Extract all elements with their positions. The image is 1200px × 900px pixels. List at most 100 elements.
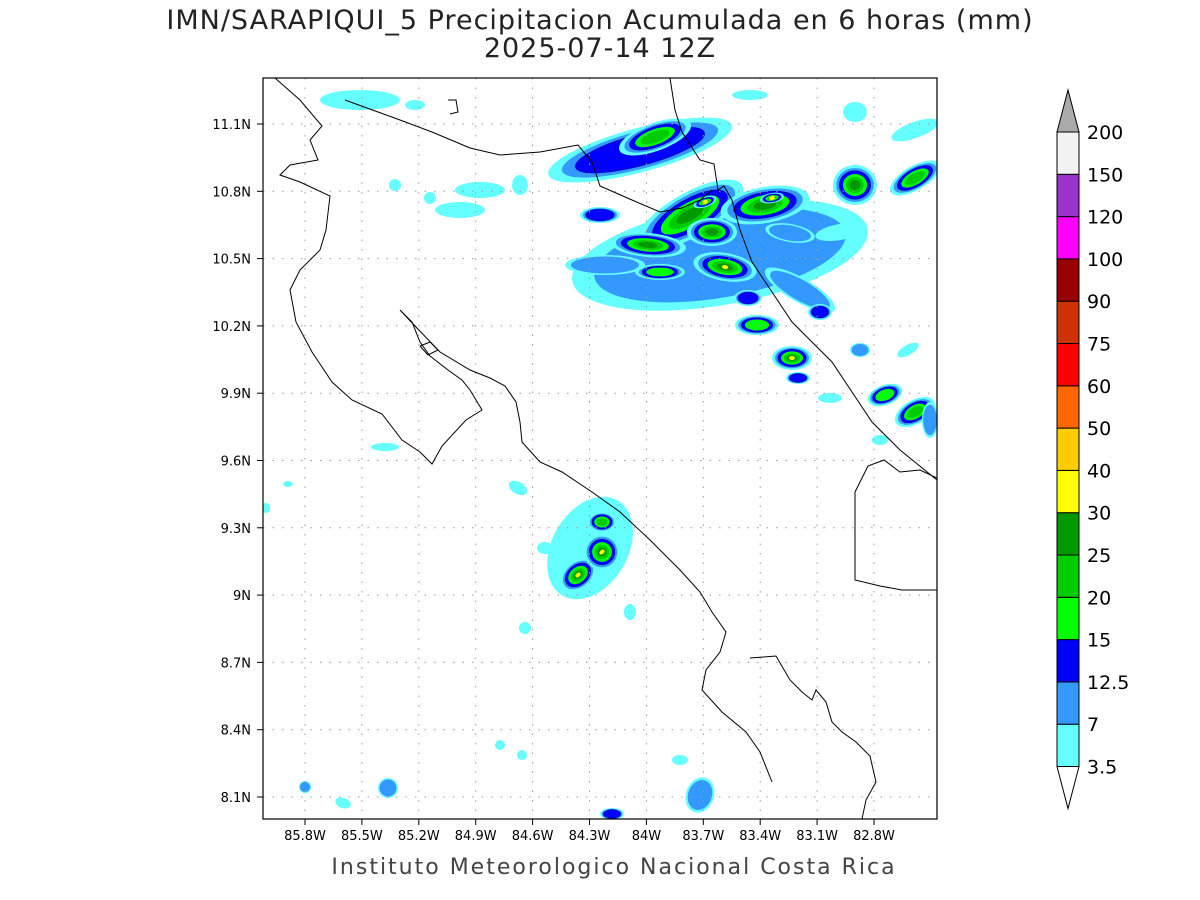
precip-cell: [867, 383, 903, 407]
precip-contour: [512, 175, 528, 195]
precip-contour: [405, 100, 425, 110]
lon-tick-label: 85.5W: [341, 829, 383, 844]
precip-contour: [599, 549, 605, 555]
precip-contour: [907, 405, 923, 419]
lon-tick-label: 84W: [632, 829, 662, 844]
map-subtitle-time: 2025-07-14 12Z: [483, 33, 717, 64]
footer-credit: Instituto Meteorologico Nacional Costa R…: [331, 855, 897, 880]
precip-contour: [769, 195, 775, 201]
precip-cell: [512, 175, 528, 195]
precip-contour: [640, 129, 670, 145]
precip-contour: [575, 572, 581, 578]
colorbar-label: 120: [1087, 207, 1123, 229]
precip-cell: [618, 118, 692, 156]
precip-cell: [560, 558, 596, 592]
precip-contour: [891, 118, 937, 142]
precip-cell: [335, 797, 351, 809]
precip-cell: [732, 90, 768, 100]
map-title: IMN/SARAPIQUI_5 Precipitacion Acumulada …: [166, 5, 1034, 36]
coastlines: [274, 78, 937, 819]
precip-contour: [519, 622, 531, 634]
colorbar-swatch: [1056, 723, 1080, 768]
colorbar-label: 20: [1087, 587, 1111, 609]
colorbar-label: 25: [1087, 545, 1111, 567]
colorbar-over-triangle: [1056, 88, 1080, 133]
precip-cell: [764, 267, 836, 313]
precip-contour: [672, 755, 688, 765]
colorbar-label: 40: [1087, 460, 1111, 482]
colorbar-label: 60: [1087, 376, 1111, 398]
colorbar-swatch: [1056, 385, 1080, 429]
colorbar-swatch: [1056, 469, 1080, 514]
precip-contour: [517, 750, 527, 760]
lon-tick-label: 84.9W: [455, 829, 497, 844]
lat-tick-label: 9N: [233, 589, 251, 604]
precip-cell: [693, 195, 717, 209]
precip-cell: [378, 778, 398, 798]
precip-cell: [299, 781, 311, 793]
nicaragua-border: [344, 99, 713, 213]
colorbar-label: 150: [1087, 164, 1123, 186]
colorbar-label: 90: [1087, 291, 1111, 313]
precip-contour: [603, 809, 621, 819]
lat-tick-label: 9.6N: [221, 455, 251, 470]
latitude-labels: 11.1N 10.8N 10.5N 10.2N 9.9N 9.6N 9.3N 9N 8.7N 8.…: [212, 118, 251, 806]
precip-cell: [508, 480, 528, 496]
precip-contour: [638, 241, 658, 249]
colorbar-swatch: [1056, 343, 1080, 387]
precip-contour: [320, 90, 400, 110]
precip-contour: [571, 256, 639, 274]
colorbar-label: 15: [1087, 630, 1111, 652]
precip-cell: [580, 207, 620, 223]
colorbar-label: 3.5: [1087, 757, 1117, 779]
precip-cell: [495, 740, 505, 750]
precip-contour: [789, 373, 807, 383]
map-frame: [262, 77, 938, 820]
precip-contour: [923, 404, 937, 436]
precip-contour: [389, 179, 401, 191]
colorbar-swatch: [1056, 554, 1080, 598]
precip-cell: [720, 185, 810, 225]
lat-tick-label: 9.3N: [221, 522, 251, 537]
precip-contour: [811, 305, 829, 319]
precip-contour: [585, 208, 615, 222]
precip-contour: [769, 224, 811, 242]
panama-coast: [854, 492, 937, 591]
precip-cell: [435, 202, 485, 218]
precip-contour: [744, 319, 770, 331]
precip-cell: [687, 218, 737, 246]
colorbar-label: 75: [1087, 334, 1111, 356]
lat-tick-label: 10.8N: [212, 185, 251, 200]
precip-cell: [584, 534, 620, 570]
precip-cell: [685, 777, 715, 813]
colorbar-swatch: [1056, 173, 1080, 218]
precip-cell: [600, 808, 624, 819]
precip-contour: [435, 202, 485, 218]
precip-contour: [737, 291, 759, 305]
colorbar-swatch: [1056, 258, 1080, 302]
precip-cell: [735, 315, 779, 335]
precip-cell: [389, 179, 401, 191]
precip-cell: [808, 304, 832, 320]
precip-contour: [676, 206, 704, 224]
precip-contour: [263, 503, 270, 513]
precip-contour: [875, 388, 895, 402]
precip-cell: [371, 443, 399, 451]
precip-cell: [786, 372, 810, 384]
colorbar-under-triangle: [1056, 766, 1080, 811]
precip-contour: [705, 228, 719, 236]
precip-cell: [320, 90, 400, 110]
precip-contour: [596, 518, 608, 526]
precip-cell: [818, 393, 842, 403]
precipitation-field: [263, 90, 937, 819]
precip-contour: [335, 797, 351, 809]
lat-tick-label: 11.1N: [212, 118, 251, 133]
lon-tick-label: 84.3W: [569, 829, 611, 844]
precip-cell: [890, 160, 937, 196]
precip-contour: [897, 342, 919, 358]
precip-cell: [693, 252, 757, 282]
precip-cell: [760, 192, 784, 204]
precip-contour: [789, 356, 795, 360]
precip-cell: [891, 118, 937, 142]
